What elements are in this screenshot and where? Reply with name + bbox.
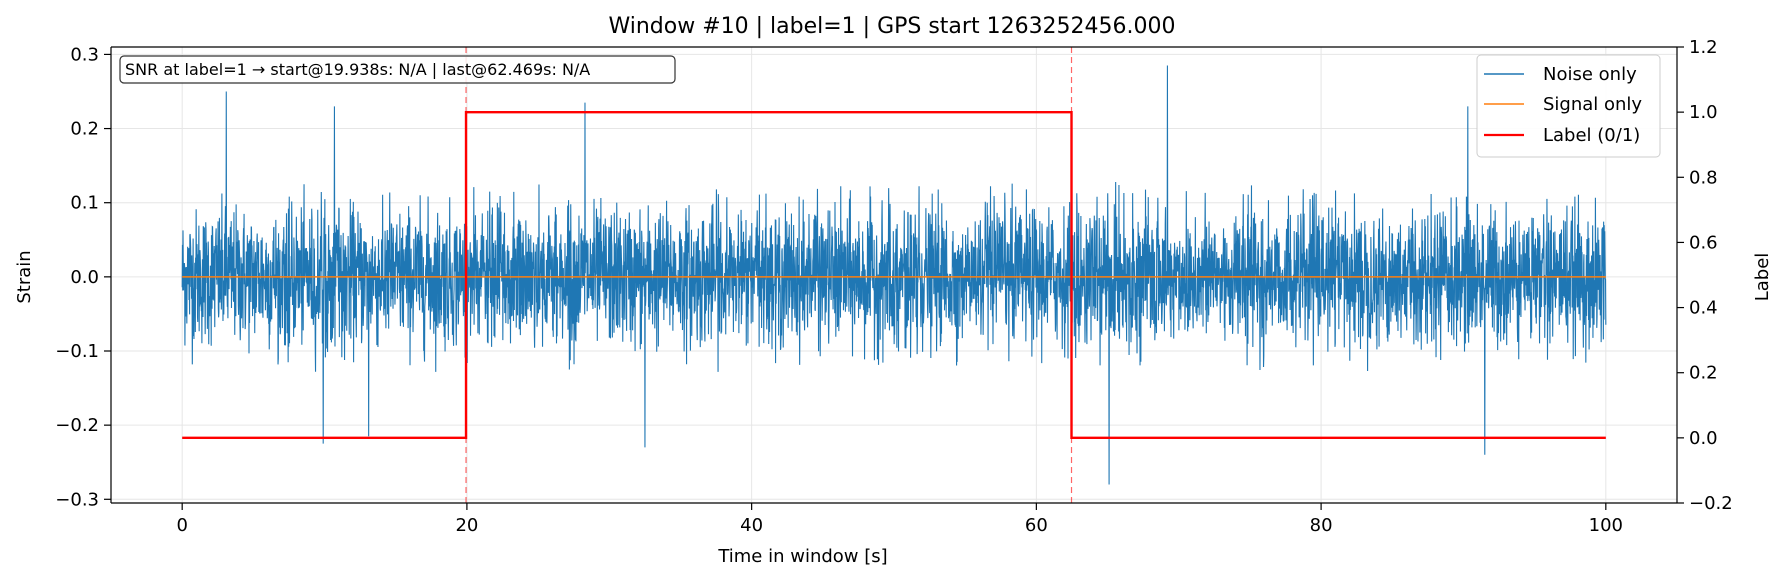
y2-tick-label: 0.4	[1689, 298, 1718, 319]
x-axis-label: Time in window [s]	[717, 546, 887, 567]
y2-tick-label: 0.2	[1689, 363, 1718, 384]
y2-tick-label: 1.2	[1689, 37, 1718, 58]
y-axis-label: Strain	[14, 250, 35, 303]
legend-label-label: Label (0/1)	[1543, 125, 1640, 146]
annotation-text: SNR at label=1 → start@19.938s: N/A | la…	[125, 60, 590, 79]
chart-title: Window #10 | label=1 | GPS start 1263252…	[608, 14, 1175, 39]
tick-marks: 0 20 40 60 80 100 −0.3 −0.2 −0.1 0.0 0.1 0.2 0.3 −0.2…	[55, 37, 1732, 536]
x-tick-label: 0	[176, 515, 187, 536]
y-tick-label: 0.3	[70, 44, 99, 65]
y-tick-label: 0.1	[70, 193, 99, 214]
y2-tick-label: 0.8	[1689, 167, 1718, 188]
y-tick-label: 0.0	[70, 267, 99, 288]
y-tick-label: −0.3	[55, 489, 99, 510]
legend: Noise only Signal only Label (0/1)	[1476, 54, 1661, 158]
annotation-box: SNR at label=1 → start@19.938s: N/A | la…	[119, 55, 676, 84]
series-label	[182, 110, 1606, 440]
legend-label-signal: Signal only	[1543, 94, 1642, 115]
y2-tick-label: −0.2	[1689, 493, 1733, 514]
y2-axis-label: Label	[1752, 253, 1773, 302]
legend-label-noise: Noise only	[1543, 64, 1637, 85]
x-tick-label: 60	[1025, 515, 1048, 536]
label-trace	[182, 110, 1606, 440]
x-tick-label: 20	[455, 515, 478, 536]
y-tick-label: −0.2	[55, 415, 99, 436]
x-tick-label: 100	[1589, 515, 1623, 536]
x-tick-label: 80	[1310, 515, 1333, 536]
x-tick-label: 40	[740, 515, 763, 536]
y2-tick-label: 1.0	[1689, 102, 1718, 123]
y-tick-label: 0.2	[70, 119, 99, 140]
y-tick-label: −0.1	[55, 341, 99, 362]
axes-frame	[110, 46, 1678, 504]
y2-tick-label: 0.0	[1689, 428, 1718, 449]
y2-tick-label: 0.6	[1689, 232, 1718, 253]
